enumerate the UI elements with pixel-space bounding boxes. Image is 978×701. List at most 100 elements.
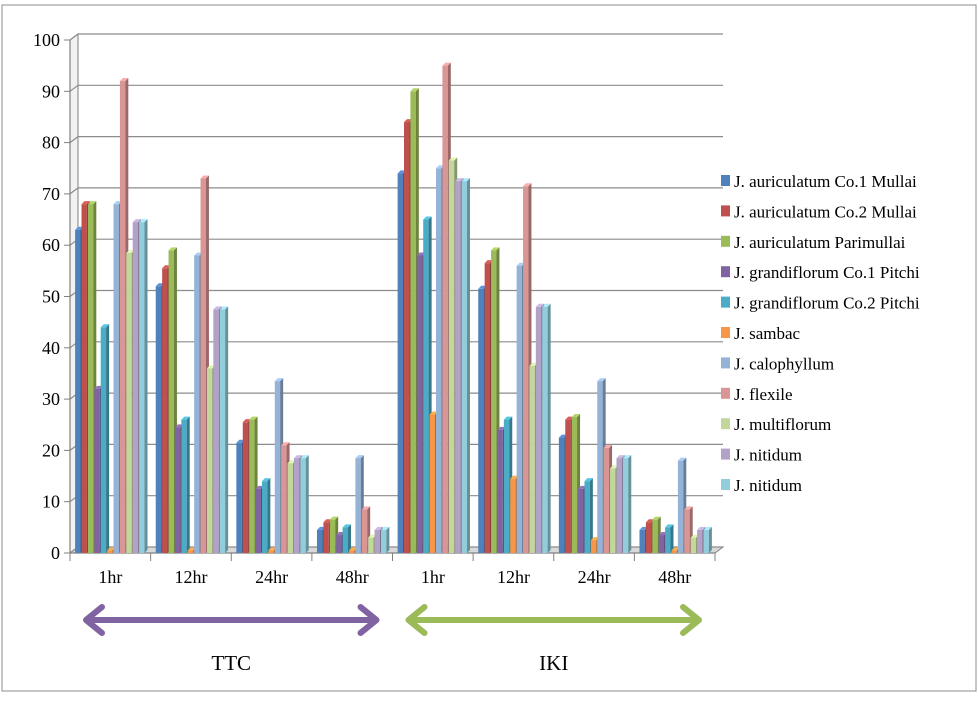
bar-front xyxy=(219,309,226,553)
bar-top xyxy=(380,526,390,530)
bar-front xyxy=(200,178,206,553)
gridline xyxy=(69,136,723,144)
bar-side xyxy=(670,524,674,553)
legend-item: J. nitidum xyxy=(721,446,802,465)
legend-swatch xyxy=(721,205,730,217)
bar-front xyxy=(442,65,448,554)
bar-top xyxy=(665,524,674,528)
y-tick-label: 30 xyxy=(42,389,60,409)
legend-item: J. auriculatum Parimullai xyxy=(721,233,906,252)
bar-top xyxy=(194,252,203,256)
bar xyxy=(703,526,712,553)
x-tick-label: 1hr xyxy=(98,567,122,587)
y-tick-labels: 0 10 20 30 40 50 60 70 80 90 100 xyxy=(33,30,60,563)
group-brackets: TTC IKI xyxy=(83,604,702,675)
legend-swatch xyxy=(721,175,730,186)
bar-front xyxy=(397,173,404,553)
legend-label: J. auriculatum Parimullai xyxy=(734,233,906,252)
bar-front xyxy=(665,527,671,553)
bar-side xyxy=(305,455,309,553)
bar-front xyxy=(316,529,323,553)
legend-item: J. flexile xyxy=(721,385,793,404)
x-tick-label: 12hr xyxy=(497,567,530,587)
gridline xyxy=(69,84,723,92)
y-tick-label: 20 xyxy=(42,440,60,460)
bar-top xyxy=(416,252,426,256)
bar-front xyxy=(639,529,645,553)
bar-front xyxy=(436,168,442,553)
bars xyxy=(75,62,712,554)
bar-front xyxy=(503,419,510,553)
legend-item: J. multiflorum xyxy=(721,415,831,434)
bar-top xyxy=(690,534,700,538)
legend-item: J. nitidum xyxy=(721,476,802,495)
bar-top xyxy=(316,526,326,530)
bar-front xyxy=(281,445,287,553)
bar-top xyxy=(442,62,451,66)
legend-swatch xyxy=(721,479,730,490)
bar-top xyxy=(423,216,432,220)
bar-top xyxy=(100,324,110,328)
bar-top xyxy=(542,303,551,307)
bar-top xyxy=(181,416,190,420)
bar-front xyxy=(645,522,652,553)
bar-front xyxy=(584,481,590,553)
bar-front xyxy=(529,365,535,553)
bar-top xyxy=(523,183,532,187)
bar-front xyxy=(690,537,697,553)
bar-top xyxy=(348,547,358,551)
gridline xyxy=(69,33,723,41)
bar-top xyxy=(261,478,271,482)
bar xyxy=(584,478,593,553)
bar-front xyxy=(565,419,571,553)
y-tick-label: 90 xyxy=(42,81,60,101)
chart-frame xyxy=(1,4,977,692)
bar-side xyxy=(144,219,148,554)
bar-front xyxy=(380,529,387,553)
bar-side xyxy=(225,306,229,553)
bar-top xyxy=(697,526,706,530)
bar-top xyxy=(603,444,613,448)
bar-front xyxy=(261,481,268,553)
bar-front xyxy=(542,306,548,553)
x-tick-labels: 1hr 12hr 24hr 48hr 1hr 12hr 24hr 48hr xyxy=(98,567,691,587)
bar xyxy=(622,455,632,553)
y-tick-label: 0 xyxy=(51,543,60,563)
bar-top xyxy=(645,519,655,523)
bar-front xyxy=(274,381,281,553)
legend-label: J. nitidum xyxy=(734,476,802,495)
bar-top xyxy=(703,526,712,530)
bar-front xyxy=(162,268,168,553)
bar-front xyxy=(242,422,249,553)
bar-top xyxy=(274,378,284,382)
bar xyxy=(100,324,110,553)
bar-front xyxy=(348,550,355,553)
group-arrow: IKI xyxy=(405,604,702,675)
legend-label: J. multiflorum xyxy=(734,415,831,434)
bar-top xyxy=(168,247,177,251)
bar-top xyxy=(368,534,377,538)
bar-front xyxy=(119,81,126,553)
bar-side xyxy=(467,178,471,553)
bar xyxy=(261,478,271,553)
bar-front xyxy=(126,252,132,553)
arrow-head-right xyxy=(357,604,380,636)
bar-front xyxy=(361,509,368,553)
bar-top xyxy=(219,306,229,310)
bar-front xyxy=(578,488,584,553)
bar-front xyxy=(168,250,174,553)
bar-top xyxy=(671,547,680,551)
bar-front xyxy=(342,527,348,553)
bar-top xyxy=(429,411,439,415)
bar-top xyxy=(287,460,296,464)
bar-top xyxy=(174,424,184,428)
bar-top xyxy=(107,547,116,551)
bar-front xyxy=(287,463,293,553)
bar-top xyxy=(535,303,545,307)
bar-front xyxy=(87,204,94,553)
bar-top xyxy=(206,365,216,369)
bar-top xyxy=(329,516,339,520)
bar-front xyxy=(455,181,461,553)
